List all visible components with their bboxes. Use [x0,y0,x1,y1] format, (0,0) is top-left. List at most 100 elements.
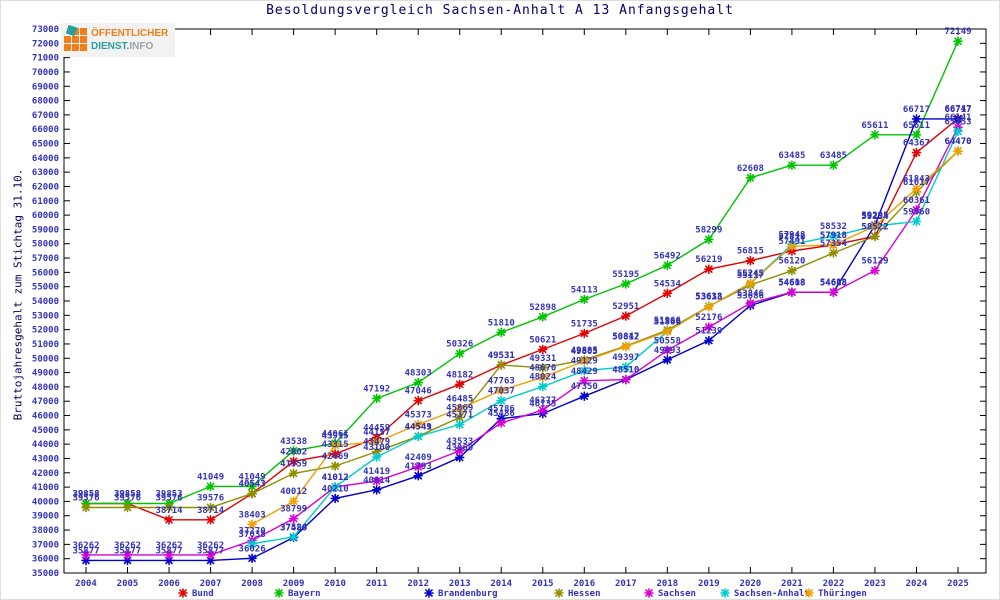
data-point-label: 57918 [820,231,847,241]
data-point-label: 42469 [322,452,349,462]
data-point-marker [537,405,548,415]
data-point-marker [81,502,91,513]
data-point-marker [579,365,590,376]
data-point-marker [496,385,507,396]
data-point-marker [288,532,299,542]
x-axis-tick-label: 2024 [906,579,928,589]
plot-frame [63,28,987,574]
data-point-label: 65853 [944,117,971,127]
data-point-marker [870,265,880,276]
data-point-label: 65611 [861,121,888,131]
data-point-label: 72149 [944,27,971,37]
data-point-marker [454,379,465,390]
data-point-marker [662,326,673,337]
data-point-label: 50621 [529,335,556,345]
x-axis-tick-label: 2012 [407,579,429,589]
legend-label-sachsen: Sachsen [658,589,696,599]
data-point-label: 54618 [778,278,805,288]
data-point-marker [787,287,797,297]
data-point-marker [554,588,564,598]
x-axis-tick-label: 2022 [823,579,845,589]
data-point-marker [288,445,299,456]
data-point-label: 51810 [488,318,515,328]
data-point-marker [911,147,922,158]
data-point-marker [288,513,299,524]
data-point-marker [247,481,257,492]
data-point-marker [621,279,631,289]
data-point-label: 35877 [114,546,141,556]
data-point-marker [828,240,839,250]
data-point-label: 44541 [405,422,432,432]
chart-title: Besoldungsvergleich Sachsen-Anhalt A 13 … [266,3,734,18]
x-axis-tick-label: 2014 [490,579,512,589]
data-point-marker [413,419,423,430]
data-point-marker [537,372,548,383]
data-point-marker [704,234,714,245]
data-point-label: 39576 [156,493,183,503]
series-hessen [81,146,963,513]
data-point-label: 37524 [280,523,308,533]
y-axis-tick-label: 70000 [32,68,59,78]
data-point-label: 41049 [239,472,266,482]
data-point-label: 37480 [280,523,307,533]
data-point-marker [621,362,631,372]
data-point-label: 39576 [72,493,99,503]
series-th-ringen [247,146,963,530]
data-point-marker [371,437,382,447]
data-point-label: 52898 [529,303,556,313]
data-point-label: 39576 [114,493,141,503]
data-point-label: 55195 [612,270,639,280]
data-point-marker [371,484,382,495]
data-point-marker [371,476,382,486]
data-point-marker [579,391,590,402]
logo-orange-square [72,44,79,51]
data-point-label: 66717 [903,105,930,115]
series-line-bayern [86,40,959,505]
data-point-label: 48510 [612,366,639,376]
logo-squares-icon [64,24,88,53]
data-point-marker [288,456,299,467]
data-point-label: 52176 [695,313,722,323]
data-point-marker [288,468,299,479]
data-point-label: 40814 [363,476,391,486]
data-point-label: 58532 [820,222,847,232]
data-point-label: 61617 [903,178,930,188]
legend-label-bund: Bund [192,589,214,599]
legend-item-th-ringen: Thüringen [804,588,867,599]
y-axis-tick-label: 61000 [32,197,59,207]
data-point-marker [122,550,133,560]
data-point-marker [787,160,797,171]
data-point-label: 51966 [654,316,681,326]
data-point-marker [579,356,590,366]
legend-item-brandenburg: Brandenburg [424,588,498,599]
logo-text: ÖFFENTLICHER DIENST.INFO [91,28,168,52]
data-point-marker [330,449,340,459]
series-labels-bayern: 39858 39858 39853 41049 41049 43538 44061 47192… [72,27,971,499]
series-labels-th-ringen: 38403 40012 43915 44157 45373 46485 47763 48670… [239,137,972,520]
data-point-label: 49397 [612,353,639,363]
data-point-marker [330,440,340,451]
data-point-marker [413,431,423,442]
data-point-label: 54608 [820,278,847,288]
data-point-label: 44549 [405,422,432,432]
y-axis-tick-label: 37000 [32,540,59,550]
data-point-label: 44157 [363,428,390,438]
data-point-marker [454,403,465,414]
data-point-marker [330,482,340,492]
y-axis-tick-label: 56000 [32,268,59,278]
data-point-label: 40543 [239,480,266,490]
y-axis-tick-label: 59000 [32,225,59,235]
data-point-label: 48024 [529,373,557,383]
data-point-label: 63485 [778,151,805,161]
y-axis-tick-label: 55000 [32,283,59,293]
data-point-marker [621,374,631,385]
data-point-label: 64367 [903,139,930,149]
data-point-marker [787,265,797,276]
data-point-label: 49531 [488,351,515,361]
data-point-marker [911,114,922,124]
data-point-label: 50847 [612,332,639,342]
data-point-label: 66747 [944,105,971,115]
data-point-marker [662,345,673,356]
data-point-marker [496,418,507,428]
data-point-label: 36262 [114,541,141,551]
